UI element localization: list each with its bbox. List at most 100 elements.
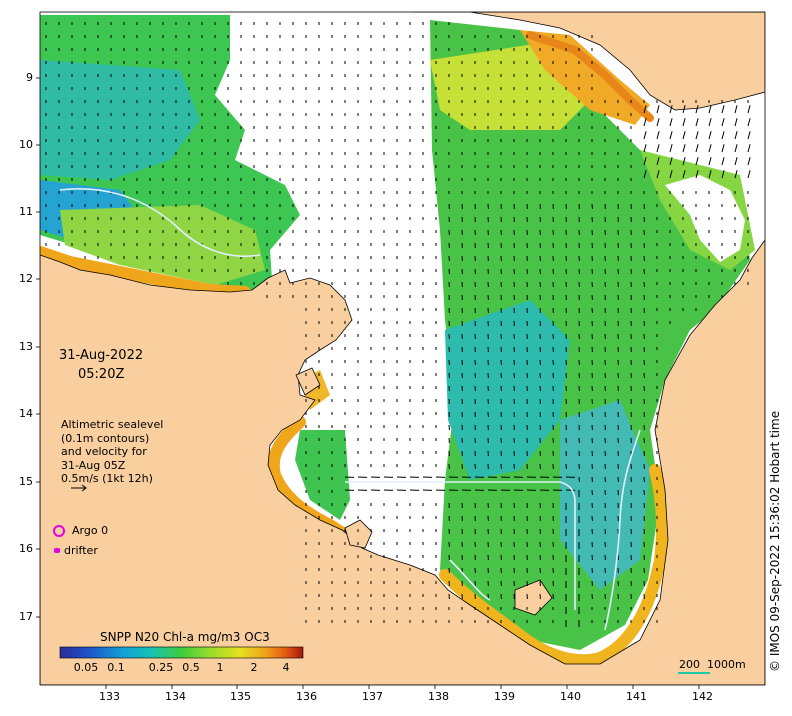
velocity-arrow [669,105,673,114]
velocity-arrow [669,118,673,127]
velocity-arrow [708,170,712,179]
x-tick-label: 136 [296,690,317,703]
x-tick-label: 135 [230,690,251,703]
velocity-arrow [682,144,686,153]
velocity-arrow [643,131,647,140]
velocity-arrow [734,131,738,140]
velocity-arrow [734,118,738,127]
velocity-arrow [747,131,751,140]
sealevel-contours [59,187,641,631]
y-tick-label: 11 [19,205,33,218]
velocity-arrow [734,170,738,179]
sealevel-line-1: Altimetric sealevel [61,418,164,431]
velocity-arrow [708,144,712,153]
velocity-arrow [747,118,751,127]
velocity-arrow [656,131,660,140]
velocity-arrow [721,118,725,127]
velocity-arrow [643,170,647,179]
velocity-arrow [682,118,686,127]
velocity-arrow [656,118,660,127]
colorbar-tick: 0.25 [148,661,174,674]
velocity-arrow [643,105,647,114]
land [40,12,765,685]
y-tick-label: 10 [19,138,33,151]
velocity-arrow [695,157,699,166]
colorbar-tick: 0.5 [182,661,200,674]
axis-tick-marks [36,77,700,689]
scale-bar-label: 200 1000m [679,658,746,672]
x-tick-label: 138 [428,690,449,703]
velocity-arrow [656,170,660,179]
sealevel-line-3: and velocity for [61,445,147,458]
velocity-arrow [747,144,751,153]
y-tick-label: 14 [19,407,33,420]
velocity-arrow [721,131,725,140]
velocity-arrow [734,105,738,114]
x-tick-label: 142 [692,690,713,703]
x-tick-label: 133 [99,690,120,703]
map-time: 05:20Z [78,367,125,382]
velocity-arrow [643,118,647,127]
velocity-arrows [45,22,751,627]
velocity-arrow [669,131,673,140]
copyright-notice: © IMOS 09-Sep-2022 15:36:02 Hobart time [768,410,782,672]
velocity-arrow [747,170,751,179]
map-date: 31-Aug-2022 [59,348,144,363]
velocity-arrow [695,118,699,127]
argo-legend: Argo 0 [53,524,108,537]
velocity-arrow [656,105,660,114]
velocity-arrow [669,157,673,166]
velocity-arrow [643,157,647,166]
velocity-arrow [682,131,686,140]
drifter-marker-icon [54,548,60,553]
velocity-arrow [734,157,738,166]
velocity-arrow [669,144,673,153]
x-tick-label: 139 [494,690,515,703]
velocity-arrow [682,157,686,166]
x-tick-label: 141 [626,690,647,703]
velocity-arrow [643,144,647,153]
y-tick-label: 9 [26,71,33,84]
velocity-arrow [708,157,712,166]
y-tick-label: 15 [19,475,33,488]
velocity-arrow [695,144,699,153]
x-tick-label: 137 [362,690,383,703]
velocity-arrow [695,105,699,114]
sealevel-line-4: 31-Aug 05Z [61,458,126,472]
x-tick-label: 134 [165,690,186,703]
velocity-arrow [721,144,725,153]
velocity-arrow [669,170,673,179]
scale-bar-km: 200 [679,658,700,671]
velocity-arrow [708,131,712,140]
velocity-arrow [656,144,660,153]
colorbar-tick: 4 [282,661,290,674]
velocity-arrow [695,131,699,140]
y-tick-label: 12 [19,272,33,285]
velocity-arrow [721,105,725,114]
colorbar-title: SNPP N20 Chl-a mg/m3 OC3 [100,630,270,644]
colorbar-tick: 0.1 [107,661,125,674]
velocity-arrow [656,157,660,166]
argo-marker-icon [53,524,65,537]
sealevel-line-5: 0.5m/s (1kt 12h) [61,472,153,485]
velocity-arrow [734,144,738,153]
velocity-reference-arrow [71,484,87,492]
y-tick-label: 13 [19,340,33,353]
drifter-label: drifter [64,544,98,557]
sealevel-description: Altimetric sealevel (0.1m contours) and … [61,418,163,486]
colorbar-tick: 2 [250,661,258,674]
colorbar-tick: 1 [216,661,224,674]
colorbar-ramp [59,646,304,659]
velocity-arrow [747,157,751,166]
velocity-arrow [695,170,699,179]
velocity-arrow [721,157,725,166]
velocity-arrow [747,105,751,114]
velocity-arrow [708,105,712,114]
y-tick-label: 17 [19,610,33,623]
sealevel-line-2: (0.1m contours) [61,431,150,445]
x-tick-label: 140 [560,690,581,703]
velocity-arrow [682,170,686,179]
drifter-legend: drifter [54,544,98,557]
scale-bar-depth: 1000m [707,658,746,671]
